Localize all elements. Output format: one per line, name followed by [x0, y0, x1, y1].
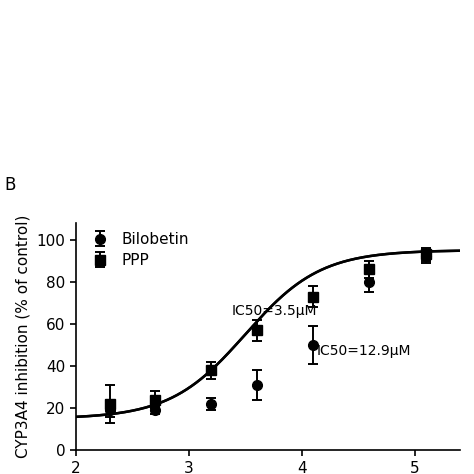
Text: IC50=3.5μM: IC50=3.5μM — [232, 303, 317, 318]
Legend: Bilobetin, PPP: Bilobetin, PPP — [83, 230, 191, 270]
Text: IC50=12.9μM: IC50=12.9μM — [316, 344, 411, 357]
Y-axis label: CYP3A4 inhibition (% of control): CYP3A4 inhibition (% of control) — [16, 215, 31, 458]
Text: B: B — [5, 176, 16, 194]
